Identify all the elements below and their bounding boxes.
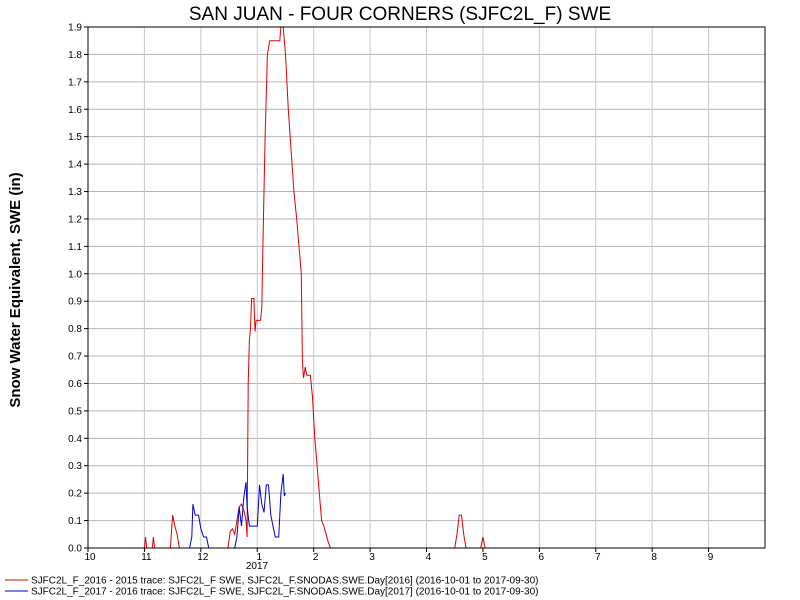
- year-label: 2017: [246, 561, 269, 572]
- y-tick-label: 0.7: [68, 352, 82, 363]
- y-tick-label: 1.3: [68, 187, 82, 198]
- y-tick-label: 1.7: [68, 77, 82, 88]
- x-tick-label: 2: [313, 552, 319, 563]
- y-tick-label: 1.1: [68, 242, 82, 253]
- y-tick-label: 1.2: [68, 214, 82, 225]
- legend: SJFC2L_F_2016 - 2015 trace: SJFC2L_F SWE…: [5, 576, 538, 598]
- grid-lines: [88, 26, 765, 549]
- x-tick-label: 4: [426, 552, 432, 563]
- y-tick-label: 0.6: [68, 379, 82, 390]
- y-tick-label: 0.4: [68, 434, 82, 445]
- y-tick-label: 0.3: [68, 461, 82, 472]
- series-line-2: [189, 473, 286, 549]
- y-tick-label: 1.5: [68, 132, 82, 143]
- y-tick-label: 0.5: [68, 406, 82, 417]
- x-tick-label: 7: [595, 552, 601, 563]
- x-tick-label: 3: [369, 552, 375, 563]
- y-tick-label: 1.6: [68, 105, 82, 116]
- y-tick-label: 0.1: [68, 516, 82, 527]
- x-tick-labels: 10 11 12 1 2 3 4 5 6 7 8 9: [84, 548, 714, 563]
- x-tick-label: 10: [84, 552, 96, 563]
- legend-label-1: SJFC2L_F_2016 - 2015 trace: SJFC2L_F SWE…: [31, 576, 538, 587]
- y-tick-label: 1.9: [68, 23, 82, 34]
- y-tick-label: 0.8: [68, 324, 82, 335]
- x-tick-label: 9: [708, 552, 714, 563]
- y-tick-label: 0.2: [68, 489, 82, 500]
- y-tick-label: 1.8: [68, 50, 82, 61]
- x-tick-label: 12: [197, 552, 209, 563]
- legend-label-2: SJFC2L_F_2017 - 2016 trace: SJFC2L_F SWE…: [31, 587, 538, 598]
- x-tick-label: 11: [141, 552, 152, 563]
- x-tick-label: 8: [651, 552, 657, 563]
- y-tick-label: 1.4: [68, 160, 82, 171]
- x-tick-label: 1: [256, 552, 262, 563]
- y-tick-labels: 0.0 0.1 0.2 0.3 0.4 0.5 0.6 0.7 0.8 0.9 1.0 1.1 1.2 1…: [68, 23, 88, 555]
- y-tick-label: 0.0: [68, 544, 82, 555]
- y-tick-label: 1.0: [68, 269, 82, 280]
- y-axis-label: Snow Water Equivalent, SWE (in): [7, 172, 24, 407]
- x-tick-label: 6: [539, 552, 545, 563]
- chart-title: SAN JUAN - FOUR CORNERS (SJFC2L_F) SWE: [189, 4, 611, 25]
- x-tick-label: 5: [482, 552, 488, 563]
- y-tick-label: 0.9: [68, 297, 82, 308]
